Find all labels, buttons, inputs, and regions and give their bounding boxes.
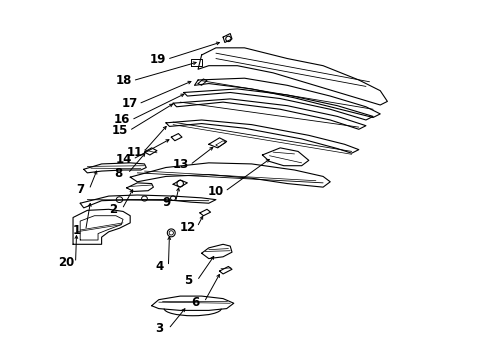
Text: 20: 20 [59,256,75,269]
Text: 18: 18 [115,74,132,87]
Text: 16: 16 [114,113,130,126]
Text: 12: 12 [180,221,196,234]
Text: 4: 4 [155,260,163,273]
Text: 11: 11 [126,146,142,159]
Text: 14: 14 [115,153,132,166]
Text: 1: 1 [72,224,81,237]
Text: 6: 6 [191,296,199,309]
Text: 10: 10 [207,185,224,198]
Text: 13: 13 [172,158,189,171]
Text: 19: 19 [149,53,166,66]
Text: 3: 3 [155,323,163,336]
Text: 15: 15 [112,124,128,137]
Text: 5: 5 [183,274,192,287]
Text: 17: 17 [121,98,137,111]
Text: 8: 8 [114,167,122,180]
Text: 9: 9 [162,195,170,209]
Text: 7: 7 [76,183,84,196]
Text: 2: 2 [109,203,117,216]
